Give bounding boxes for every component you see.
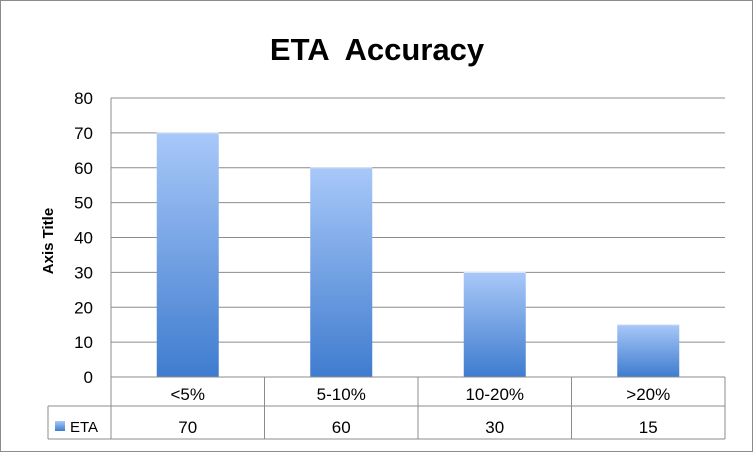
y-tick-label: 40: [74, 229, 93, 248]
y-tick-label: 30: [74, 263, 93, 282]
y-tick-label: 20: [74, 298, 93, 317]
y-tick-label: 60: [74, 159, 93, 178]
x-tick-label: 5-10%: [317, 385, 366, 404]
bar: [310, 167, 373, 377]
data-table-value: 60: [332, 418, 351, 437]
data-table-value: 30: [485, 418, 504, 437]
chart-title: ETA Accuracy: [270, 32, 485, 67]
legend-key: [55, 421, 65, 431]
y-axis-label: Axis Title: [40, 208, 57, 274]
y-tick-label: 0: [84, 368, 93, 387]
x-tick-label: >20%: [626, 385, 670, 404]
y-tick-label: 50: [74, 194, 93, 213]
data-table: <5% 70 5-10% 60 10-20% 30 >20% 15 ETA: [47, 376, 726, 440]
bar: [156, 132, 219, 377]
bar: [463, 272, 526, 377]
y-tick-label: 70: [74, 124, 93, 143]
data-table-value: 15: [639, 418, 658, 437]
bars: [156, 132, 680, 377]
data-table-value: 70: [178, 418, 197, 437]
bar: [617, 324, 680, 377]
x-tick-label: 10-20%: [465, 385, 524, 404]
y-tick-label: 10: [74, 333, 93, 352]
x-tick-label: <5%: [171, 385, 206, 404]
y-tick-label: 80: [74, 89, 93, 108]
legend-label: ETA: [70, 419, 98, 436]
y-tick-labels: 0 10 20 30 40 50 60 70 80: [74, 89, 93, 387]
